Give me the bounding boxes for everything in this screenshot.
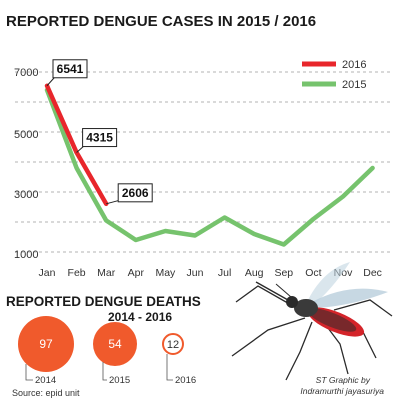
callout-box: [52, 59, 88, 79]
bubble-year: 2015: [109, 375, 130, 386]
bubble-year: 2014: [35, 375, 56, 386]
x-tick-label: Oct: [305, 267, 321, 279]
x-tick-label: May: [155, 267, 176, 279]
bubble-circle: [93, 322, 137, 366]
legend: 2016 2015: [302, 59, 366, 91]
bubble-circle: [18, 316, 74, 372]
death-bubble-2016: 12 2016: [162, 333, 196, 386]
x-tick-label: Sep: [274, 267, 293, 279]
deaths-subtitle: 2014 - 2016: [108, 310, 172, 324]
callout-box: [82, 128, 118, 148]
leader-line: [25, 364, 33, 381]
bubble-circle: [162, 333, 184, 355]
x-tick-label: Jun: [187, 267, 204, 279]
x-tick-label: Jan: [39, 267, 56, 279]
x-tick-label: Jul: [218, 267, 231, 279]
credit-line-1: ST Graphic by: [316, 375, 371, 385]
legend-label-2016: 2016: [342, 59, 366, 71]
x-axis-ticks: Jan Feb Mar Apr May Jun Jul Aug Sep Oct Nov Dec: [39, 267, 382, 279]
y-tick-label: 3000: [14, 189, 38, 201]
death-bubble-2015: 54 2015: [93, 322, 137, 386]
callout-value: 6541: [57, 62, 84, 76]
y-tick-label: 7000: [14, 67, 38, 79]
leader-line: [166, 354, 173, 381]
chart-title: REPORTED DENGUE CASES IN 2015 / 2016: [6, 13, 316, 30]
source-note: Source: epid unit: [12, 388, 80, 398]
gridlines: [15, 71, 390, 253]
y-tick-label: 1000: [14, 249, 38, 261]
leader-line: [102, 362, 107, 381]
callout-value: 4315: [86, 131, 113, 145]
callout-box: [117, 183, 153, 203]
bubble-value: 97: [39, 337, 53, 351]
series-line-2015: [44, 87, 375, 247]
deaths-title: REPORTED DENGUE DEATHS: [6, 294, 201, 309]
bubble-value: 12: [167, 339, 179, 351]
y-tick-label: 5000: [14, 129, 38, 141]
x-tick-label: Mar: [97, 267, 116, 279]
credit-line-2: Indramurthi jayasuriya: [300, 386, 384, 396]
x-tick-label: Dec: [363, 267, 382, 279]
mosquito-illustration: [231, 262, 393, 381]
value-callouts: 6541 4315 2606: [46, 59, 153, 205]
x-tick-label: Apr: [128, 267, 145, 279]
legend-label-2015: 2015: [342, 79, 366, 91]
series-lines: [44, 83, 375, 247]
x-tick-label: Aug: [245, 267, 264, 279]
death-bubble-2014: 97 2014: [18, 316, 74, 386]
bubble-year: 2016: [175, 375, 196, 386]
callout-value: 2606: [122, 186, 149, 200]
bubble-value: 54: [108, 337, 122, 351]
x-tick-label: Feb: [68, 267, 86, 279]
